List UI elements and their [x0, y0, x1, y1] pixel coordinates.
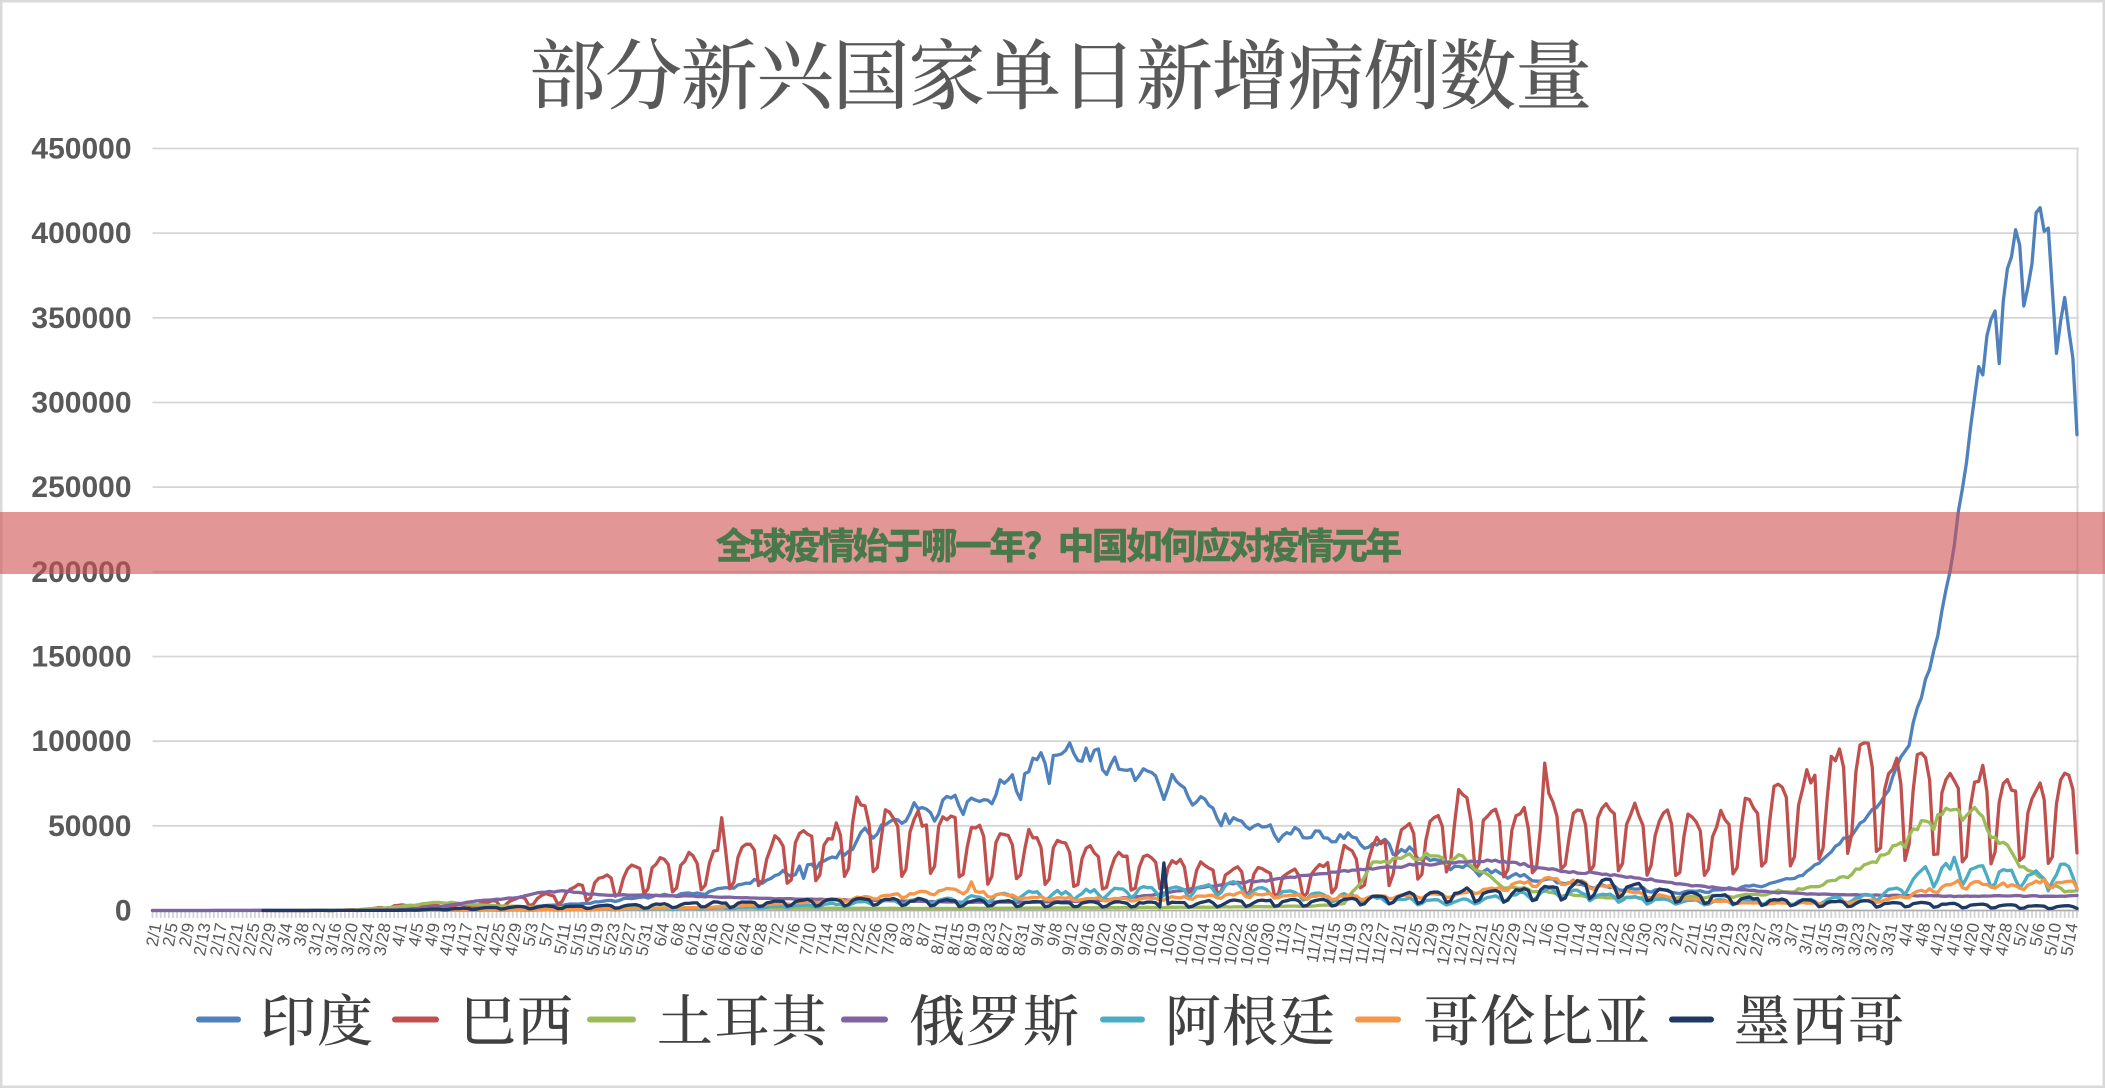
svg-text:8/7: 8/7 [912, 921, 935, 948]
svg-text:150000: 150000 [31, 641, 131, 674]
svg-text:100000: 100000 [31, 725, 131, 758]
svg-text:7/2: 7/2 [765, 921, 788, 948]
svg-text:0: 0 [115, 895, 132, 928]
svg-text:4/1: 4/1 [388, 921, 411, 948]
svg-text:2/7: 2/7 [1666, 921, 1689, 948]
svg-text:400000: 400000 [31, 217, 131, 250]
svg-text:4/9: 4/9 [421, 921, 444, 948]
svg-text:450000: 450000 [31, 133, 131, 166]
svg-text:4/8: 4/8 [1912, 921, 1935, 948]
svg-text:300000: 300000 [31, 387, 131, 420]
svg-text:9/8: 9/8 [1043, 921, 1066, 948]
svg-text:4/4: 4/4 [1895, 921, 1918, 948]
svg-text:250000: 250000 [31, 471, 131, 504]
svg-text:5/7: 5/7 [536, 921, 559, 948]
svg-text:350000: 350000 [31, 302, 131, 335]
svg-text:3/7: 3/7 [1781, 921, 1804, 948]
svg-text:7/6: 7/6 [781, 921, 804, 948]
svg-text:8/3: 8/3 [896, 921, 919, 948]
svg-text:5/3: 5/3 [519, 921, 542, 948]
svg-text:3/8: 3/8 [290, 921, 313, 948]
svg-text:4/5: 4/5 [405, 921, 428, 948]
svg-text:2/5: 2/5 [159, 921, 182, 948]
svg-text:1/6: 1/6 [1535, 921, 1558, 948]
svg-text:6/4: 6/4 [650, 921, 673, 948]
svg-text:5/2: 5/2 [2010, 921, 2033, 948]
svg-text:1/2: 1/2 [1518, 921, 1541, 948]
svg-text:2/3: 2/3 [1649, 921, 1672, 948]
svg-text:50000: 50000 [48, 810, 131, 843]
svg-text:9/4: 9/4 [1027, 921, 1050, 948]
svg-text:5/6: 5/6 [2026, 921, 2049, 948]
svg-text:3/3: 3/3 [1764, 921, 1787, 948]
svg-text:2/9: 2/9 [175, 921, 198, 948]
svg-text:3/4: 3/4 [274, 921, 297, 948]
svg-text:6/8: 6/8 [667, 921, 690, 948]
svg-text:2/1: 2/1 [143, 921, 166, 948]
